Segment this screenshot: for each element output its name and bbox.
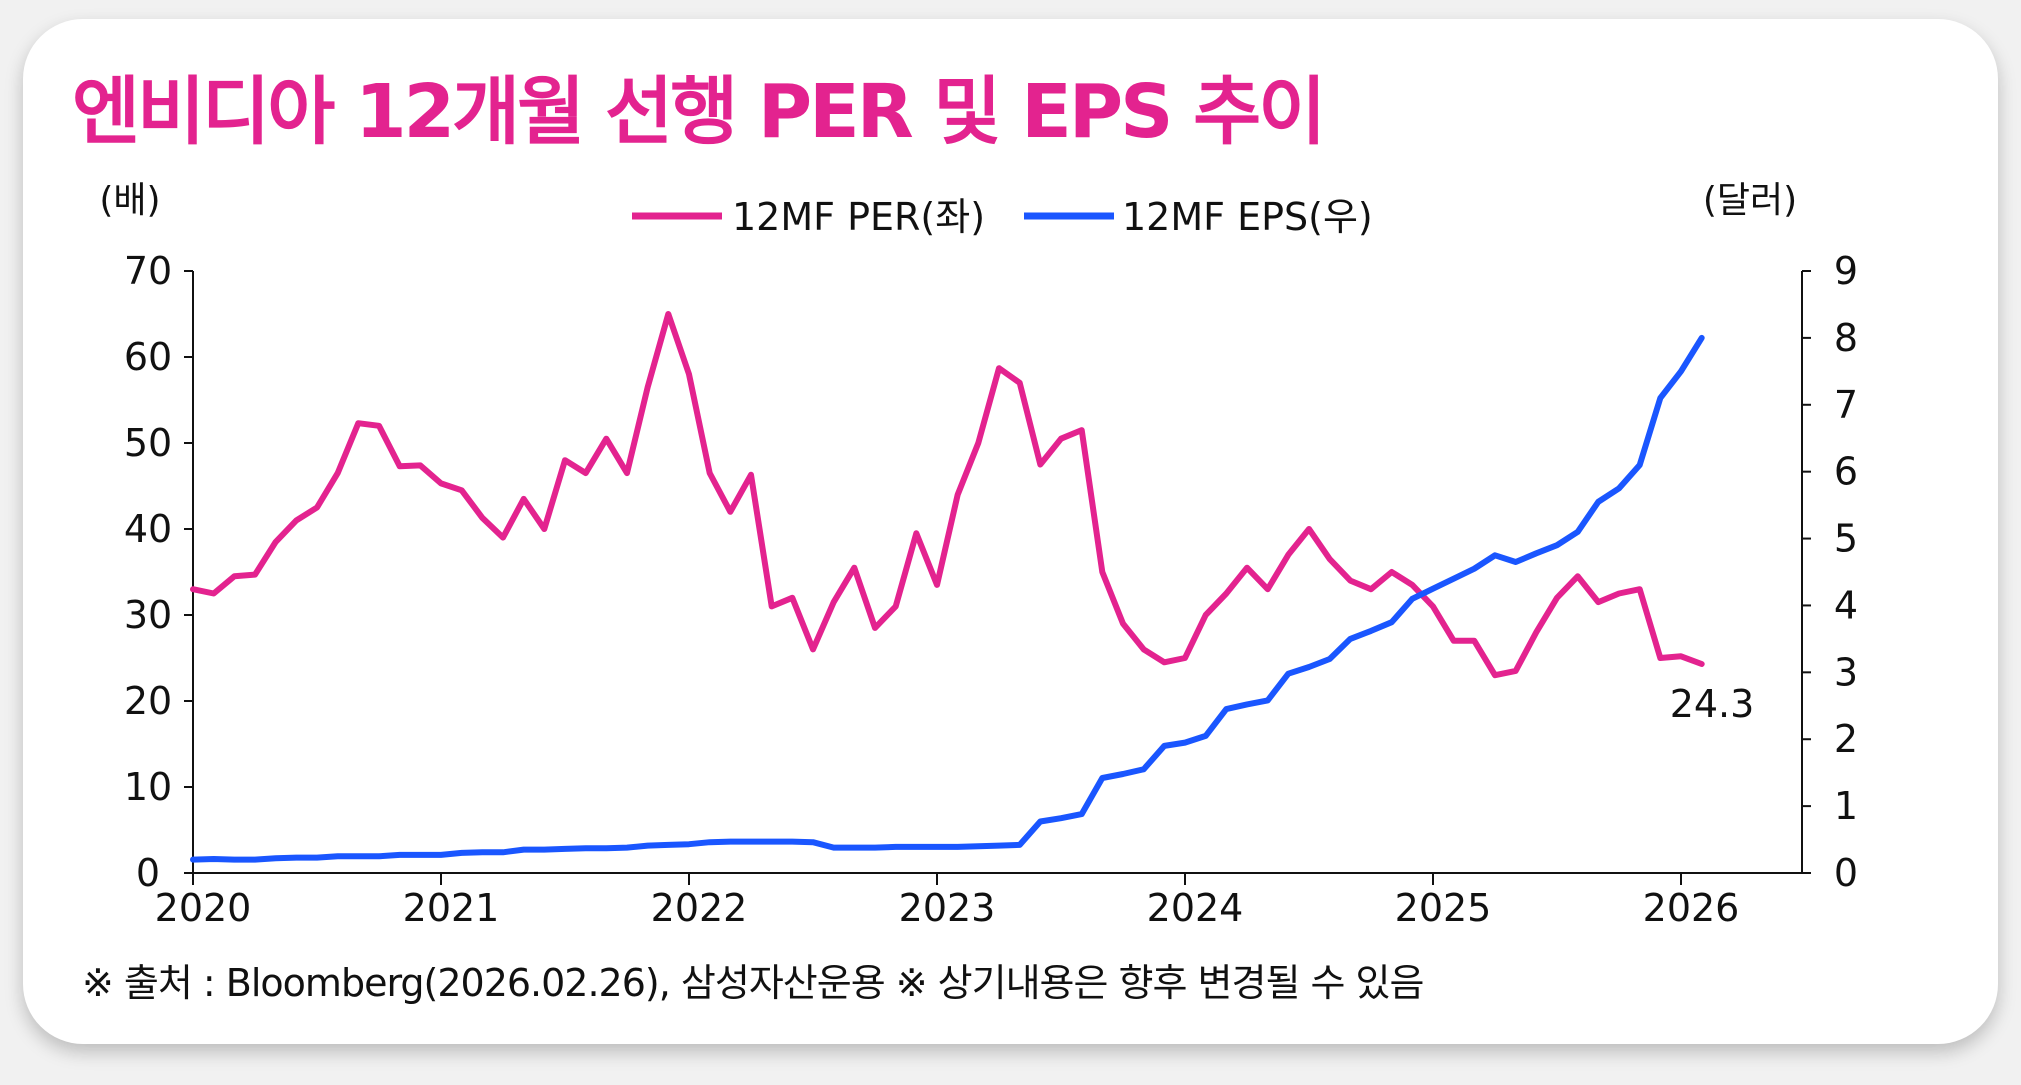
y-right-tick-label: 7 bbox=[1834, 383, 1858, 427]
x-tick-label: 2020 bbox=[155, 886, 252, 930]
x-tick-label: 2026 bbox=[1643, 886, 1740, 930]
y-left-tick-label: 0 bbox=[136, 851, 160, 895]
legend-label-per: 12MF PER(좌) bbox=[732, 195, 985, 239]
chart-title: 엔비디아 12개월 선행 PER 및 EPS 추이 bbox=[72, 69, 1326, 155]
x-tick-label: 2024 bbox=[1147, 886, 1244, 930]
y-left-tick-label: 70 bbox=[124, 249, 172, 293]
x-tick-label: 2025 bbox=[1395, 886, 1492, 930]
per-line bbox=[190, 311, 1705, 679]
y-left-label: (배) bbox=[99, 180, 160, 221]
last-value-label: 24.3 bbox=[1670, 682, 1755, 726]
y-left-tick-label: 10 bbox=[124, 765, 172, 809]
y-right-tick-label: 4 bbox=[1834, 583, 1858, 627]
x-tick-label: 2023 bbox=[899, 886, 996, 930]
eps-line bbox=[190, 334, 1705, 863]
y-left-tick-label: 50 bbox=[124, 421, 172, 465]
y-right-tick-label: 1 bbox=[1834, 784, 1858, 828]
y-right-tick-label: 6 bbox=[1834, 450, 1858, 494]
y-left-tick-label: 40 bbox=[124, 507, 172, 551]
y-right-tick-label: 0 bbox=[1834, 851, 1858, 895]
y-right-tick-label: 3 bbox=[1834, 650, 1858, 694]
y-left-tick-label: 30 bbox=[124, 593, 172, 637]
y-right-tick-label: 8 bbox=[1834, 316, 1858, 360]
y-right-tick-label: 2 bbox=[1834, 717, 1858, 761]
legend: 12MF PER(좌) 12MF EPS(우) bbox=[632, 195, 1373, 239]
y-right-label: (달러) bbox=[1703, 180, 1797, 221]
x-tick-label: 2021 bbox=[403, 886, 500, 930]
y-left-tick-label: 60 bbox=[124, 335, 172, 379]
y-right-tick-label: 5 bbox=[1834, 517, 1858, 561]
legend-label-eps: 12MF EPS(우) bbox=[1122, 195, 1373, 239]
footnote: ※ 출처 : Bloomberg(2026.02.26), 삼성자산운용 ※ 상… bbox=[82, 961, 1424, 1005]
x-tick-label: 2022 bbox=[651, 886, 748, 930]
y-left-tick-label: 20 bbox=[124, 679, 172, 723]
y-right-tick-label: 9 bbox=[1834, 249, 1858, 293]
